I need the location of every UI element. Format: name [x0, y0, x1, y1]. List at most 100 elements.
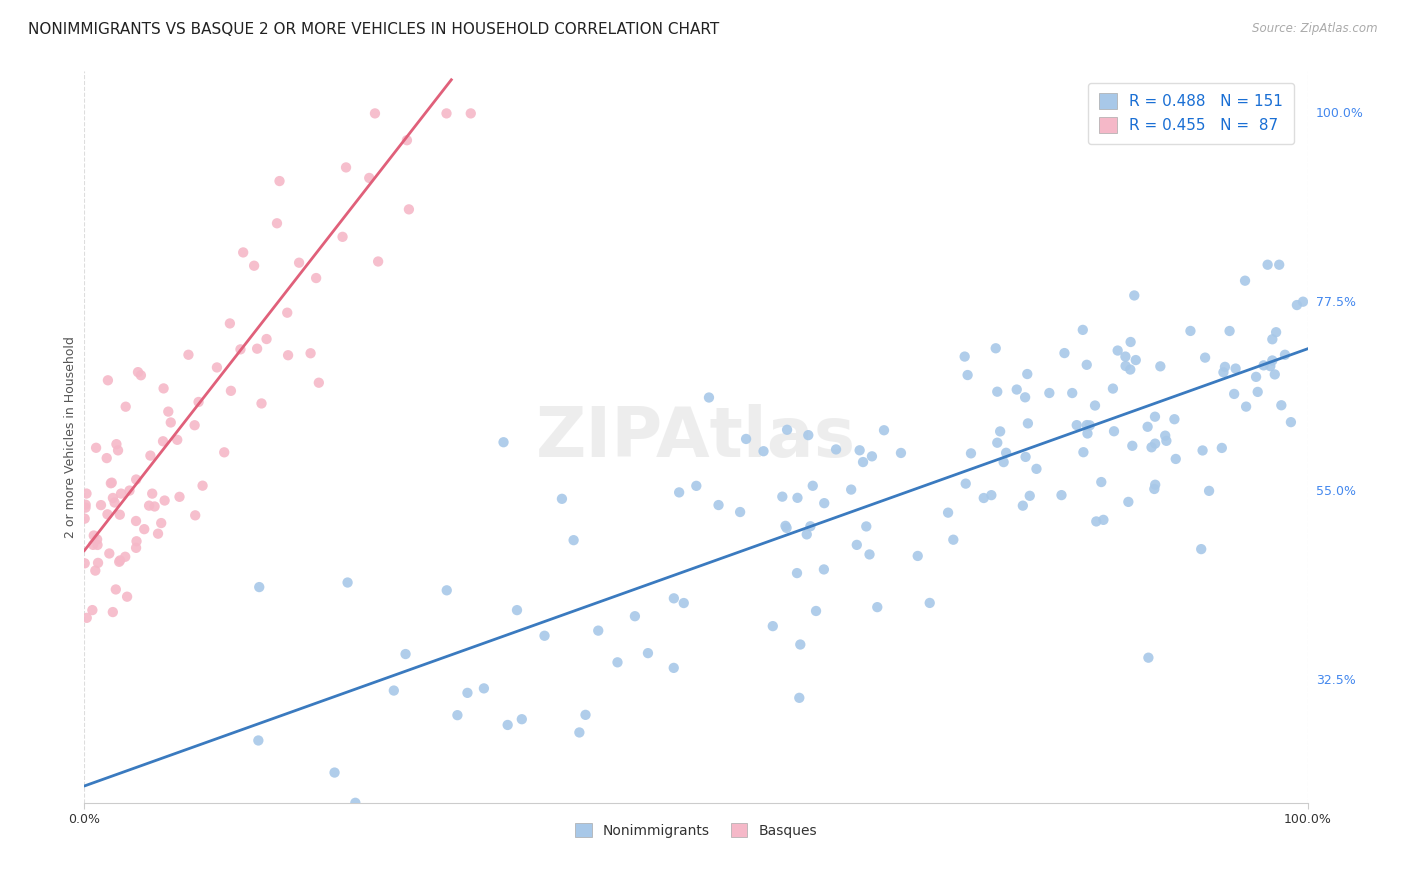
Point	[107, 443, 129, 458]
Point	[84, 564, 107, 578]
Point	[984, 341, 1007, 355]
Point	[907, 549, 929, 563]
Point	[1279, 415, 1302, 429]
Point	[1005, 383, 1028, 397]
Point	[1017, 367, 1039, 381]
Point	[1274, 348, 1296, 362]
Point	[672, 596, 695, 610]
Point	[114, 549, 136, 564]
Point	[1071, 323, 1094, 337]
Point	[1292, 294, 1315, 309]
Point	[82, 603, 104, 617]
Point	[83, 528, 105, 542]
Point	[960, 446, 983, 460]
Point	[184, 508, 207, 523]
Point	[460, 106, 482, 120]
Point	[533, 629, 555, 643]
Point	[1264, 368, 1286, 382]
Point	[574, 707, 596, 722]
Point	[707, 498, 730, 512]
Point	[1076, 426, 1098, 441]
Point	[276, 306, 298, 320]
Text: 77.5%: 77.5%	[1316, 296, 1355, 309]
Point	[108, 553, 131, 567]
Point	[551, 491, 574, 506]
Point	[918, 596, 941, 610]
Point	[860, 450, 883, 464]
Point	[1253, 359, 1275, 373]
Point	[973, 491, 995, 505]
Point	[1076, 418, 1098, 433]
Point	[953, 350, 976, 364]
Point	[1194, 351, 1216, 365]
Point	[1118, 495, 1140, 509]
Point	[134, 522, 156, 536]
Point	[796, 527, 818, 541]
Point	[936, 506, 959, 520]
Point	[183, 418, 205, 433]
Point	[1285, 298, 1308, 312]
Point	[1050, 488, 1073, 502]
Point	[101, 605, 124, 619]
Point	[1265, 325, 1288, 339]
Point	[775, 521, 797, 535]
Point	[993, 455, 1015, 469]
Point	[139, 449, 162, 463]
Point	[1212, 365, 1234, 379]
Point	[395, 133, 418, 147]
Point	[166, 433, 188, 447]
Point	[82, 538, 104, 552]
Point	[125, 534, 148, 549]
Point	[86, 533, 108, 547]
Point	[308, 376, 330, 390]
Point	[1121, 439, 1143, 453]
Point	[839, 483, 862, 497]
Point	[152, 381, 174, 395]
Point	[152, 434, 174, 449]
Point	[1119, 362, 1142, 376]
Point	[492, 435, 515, 450]
Point	[697, 391, 720, 405]
Point	[1073, 445, 1095, 459]
Point	[150, 516, 173, 530]
Point	[568, 725, 591, 739]
Point	[786, 566, 808, 580]
Point	[232, 245, 254, 260]
Point	[84, 441, 107, 455]
Point	[246, 342, 269, 356]
Text: NONIMMIGRANTS VS BASQUE 2 OR MORE VEHICLES IN HOUSEHOLD CORRELATION CHART: NONIMMIGRANTS VS BASQUE 2 OR MORE VEHICL…	[28, 22, 720, 37]
Point	[1014, 390, 1036, 404]
Point	[995, 446, 1018, 460]
Point	[1154, 428, 1177, 442]
Point	[169, 490, 191, 504]
Point	[159, 416, 181, 430]
Point	[157, 404, 180, 418]
Point	[1115, 359, 1137, 373]
Point	[1136, 419, 1159, 434]
Point	[1025, 462, 1047, 476]
Point	[288, 256, 311, 270]
Point	[97, 373, 120, 387]
Point	[804, 604, 827, 618]
Text: 55.0%: 55.0%	[1316, 485, 1355, 499]
Point	[90, 498, 112, 512]
Point	[344, 796, 367, 810]
Point	[472, 681, 495, 696]
Point	[825, 442, 848, 457]
Point	[1191, 443, 1213, 458]
Point	[114, 400, 136, 414]
Point	[1234, 274, 1257, 288]
Point	[101, 491, 124, 505]
Point	[110, 486, 132, 500]
Point	[845, 538, 868, 552]
Point	[125, 514, 148, 528]
Point	[129, 368, 152, 383]
Point	[269, 174, 291, 188]
Point	[735, 432, 758, 446]
Point	[382, 683, 405, 698]
Point	[456, 686, 478, 700]
Point	[662, 661, 685, 675]
Point	[1017, 417, 1039, 431]
Point	[1062, 386, 1084, 401]
Point	[728, 505, 751, 519]
